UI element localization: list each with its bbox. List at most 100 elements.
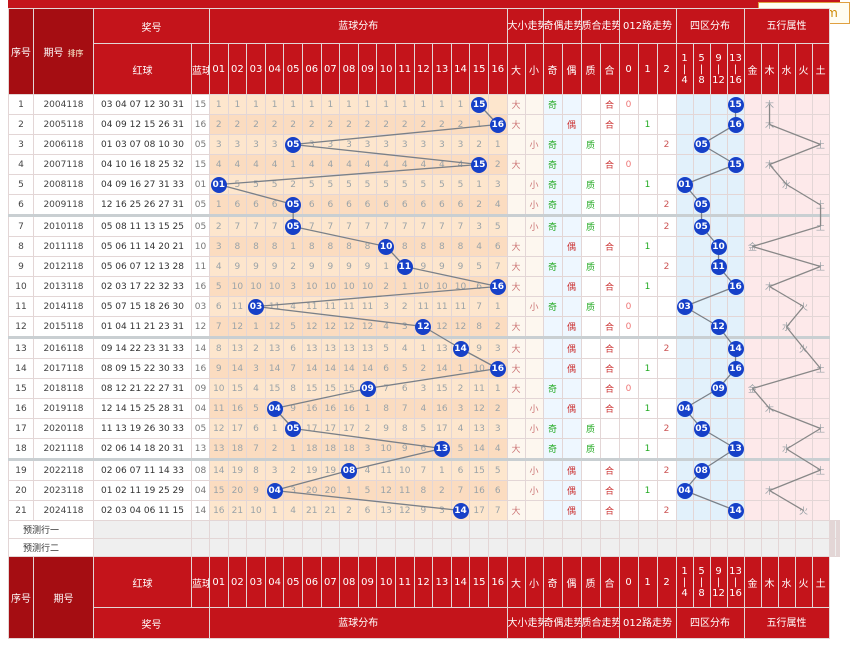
predict-cell[interactable] (93, 520, 192, 539)
predict-cell[interactable] (580, 520, 601, 539)
predict-cell[interactable] (524, 538, 544, 557)
predict-label[interactable]: 预测行二 (8, 538, 94, 557)
predict-row[interactable]: 预测行一 (8, 520, 841, 539)
sort-link[interactable]: 排序 (67, 49, 84, 58)
predict-cell[interactable] (506, 538, 526, 557)
predict-cell[interactable] (394, 520, 415, 539)
predict-cell[interactable] (227, 538, 248, 557)
predict-cell[interactable] (432, 538, 452, 557)
predict-cell[interactable] (656, 520, 677, 539)
predict-cell[interactable] (487, 538, 508, 557)
table-row[interactable]: 1 2004118 03 04 07 12 30 31 15 1 1 1 1 1 1 1 1 1 1 1 1 1… (8, 94, 840, 115)
predict-cell[interactable] (837, 520, 841, 539)
predict-cell[interactable] (376, 538, 396, 557)
predict-cell[interactable] (837, 538, 841, 557)
predict-cell[interactable] (432, 520, 452, 539)
predict-cell[interactable] (264, 538, 285, 557)
table-row[interactable]: 13 2016118 09 14 22 23 31 33 14 8 13 2 13 6 13 13 1… (8, 336, 840, 359)
predict-cell[interactable] (542, 538, 563, 557)
table-row[interactable]: 10 2013118 02 03 17 22 32 33 16 5 10 10 10 3 10 10… (8, 276, 840, 297)
predict-cell[interactable] (357, 520, 378, 539)
predict-cell[interactable] (599, 520, 620, 539)
predict-cell[interactable] (709, 520, 728, 539)
predict-cell[interactable] (726, 538, 745, 557)
predict-cell[interactable] (743, 538, 762, 557)
table-row[interactable]: 9 2012118 05 06 07 12 13 28 11 4 9 9 9 2 9 9 9 9 1 11 9… (8, 256, 840, 277)
predict-cell[interactable] (760, 520, 779, 539)
table-row[interactable]: 16 2019118 12 14 15 25 28 31 04 11 16 5 04 9 16 16… (8, 398, 840, 419)
predict-cell[interactable] (524, 520, 544, 539)
table-row[interactable]: 7 2010118 05 08 11 13 15 25 05 2 7 7 7 05 7 7 7 7 7 7 7… (8, 214, 840, 237)
table-row[interactable]: 17 2020118 11 13 19 26 30 33 05 12 17 6 1 05 17 17… (8, 418, 840, 439)
table-row[interactable]: 11 2014118 05 07 15 18 26 30 03 6 11 03 11 4 11 11… (8, 296, 840, 317)
predict-cell[interactable] (413, 538, 434, 557)
predict-cell[interactable] (637, 520, 658, 539)
predict-cell[interactable] (246, 520, 266, 539)
table-row[interactable]: 12 2015118 01 04 11 21 23 31 12 7 12 1 12 5 12 12 1… (8, 316, 840, 338)
predict-cell[interactable] (561, 520, 582, 539)
predict-cell[interactable] (760, 538, 779, 557)
table-row[interactable]: 3 2006118 01 03 07 08 10 30 05 3 3 3 3 05 3 3 3 3 3 3 3… (8, 134, 840, 155)
predict-cell[interactable] (191, 520, 210, 539)
predict-cell[interactable] (506, 520, 526, 539)
predict-row[interactable]: 预测行二 (8, 538, 841, 557)
predict-label[interactable]: 预测行一 (8, 520, 94, 539)
table-row[interactable]: 20 2023118 01 02 11 19 25 29 04 15 20 9 04 3 20 20… (8, 480, 840, 501)
predict-cell[interactable] (794, 538, 813, 557)
predict-cell[interactable] (469, 520, 489, 539)
predict-cell[interactable] (376, 520, 396, 539)
predict-cell[interactable] (469, 538, 489, 557)
predict-cell[interactable] (743, 520, 762, 539)
predict-cell[interactable] (394, 538, 415, 557)
predict-cell[interactable] (692, 520, 711, 539)
table-row[interactable]: 5 2008118 04 09 16 27 31 33 01 01 5 5 5 2 5 5 5 5 5 5 5… (8, 174, 840, 195)
predict-cell[interactable] (227, 520, 248, 539)
table-row[interactable]: 21 2024118 02 03 04 06 11 15 14 16 21 10 1 4 21 21… (8, 500, 840, 521)
table-row[interactable]: 18 2021118 02 06 14 18 20 31 13 13 18 7 2 1 18 18 1… (8, 438, 840, 460)
predict-cell[interactable] (811, 520, 830, 539)
predict-cell[interactable] (246, 538, 266, 557)
predict-cell[interactable] (726, 520, 745, 539)
predict-cell[interactable] (709, 538, 728, 557)
predict-cell[interactable] (339, 520, 359, 539)
predict-cell[interactable] (450, 520, 471, 539)
predict-cell[interactable] (599, 538, 620, 557)
table-row[interactable]: 19 2022118 02 06 07 11 14 33 08 14 19 8 3 2 19 19 0… (8, 458, 840, 481)
predict-cell[interactable] (209, 538, 229, 557)
predict-cell[interactable] (93, 538, 192, 557)
table-row[interactable]: 2 2005118 04 09 12 15 26 31 16 2 2 2 2 2 2 2 2 2 2 2 2 2… (8, 114, 840, 135)
predict-cell[interactable] (191, 538, 210, 557)
predict-cell[interactable] (209, 520, 229, 539)
predict-cell[interactable] (264, 520, 285, 539)
table-row[interactable]: 15 2018118 08 12 21 22 27 31 09 10 15 4 15 8 15 15… (8, 378, 840, 399)
period-header[interactable]: 期号 排序 (33, 8, 94, 95)
predict-cell[interactable] (692, 538, 711, 557)
predict-cell[interactable] (320, 538, 341, 557)
predict-cell[interactable] (777, 538, 796, 557)
predict-cell[interactable] (580, 538, 601, 557)
predict-cell[interactable] (283, 520, 303, 539)
predict-cell[interactable] (301, 520, 322, 539)
predict-cell[interactable] (777, 520, 796, 539)
predict-cell[interactable] (301, 538, 322, 557)
predict-cell[interactable] (637, 538, 658, 557)
table-row[interactable]: 4 2007118 04 10 16 18 25 32 15 4 4 4 4 1 4 4 4 4 4 4 4 4… (8, 154, 840, 175)
table-row[interactable]: 6 2009118 12 16 25 26 27 31 05 1 6 6 6 05 6 6 6 6 6 6 6… (8, 194, 840, 216)
predict-cell[interactable] (283, 538, 303, 557)
predict-cell[interactable] (656, 538, 677, 557)
predict-cell[interactable] (413, 520, 434, 539)
predict-cell[interactable] (339, 538, 359, 557)
predict-cell[interactable] (618, 538, 639, 557)
predict-cell[interactable] (357, 538, 378, 557)
predict-cell[interactable] (320, 520, 341, 539)
predict-cell[interactable] (794, 520, 813, 539)
predict-cell[interactable] (675, 538, 694, 557)
predict-cell[interactable] (561, 538, 582, 557)
predict-cell[interactable] (450, 538, 471, 557)
predict-cell[interactable] (487, 520, 508, 539)
predict-cell[interactable] (675, 520, 694, 539)
predict-cell[interactable] (811, 538, 830, 557)
predict-cell[interactable] (618, 520, 639, 539)
table-row[interactable]: 8 2011118 05 06 11 14 20 21 10 3 8 8 8 1 8 8 8 8 10 8 8… (8, 236, 840, 257)
table-row[interactable]: 14 2017118 08 09 15 22 30 33 16 9 14 3 14 7 14 14 1… (8, 358, 840, 379)
